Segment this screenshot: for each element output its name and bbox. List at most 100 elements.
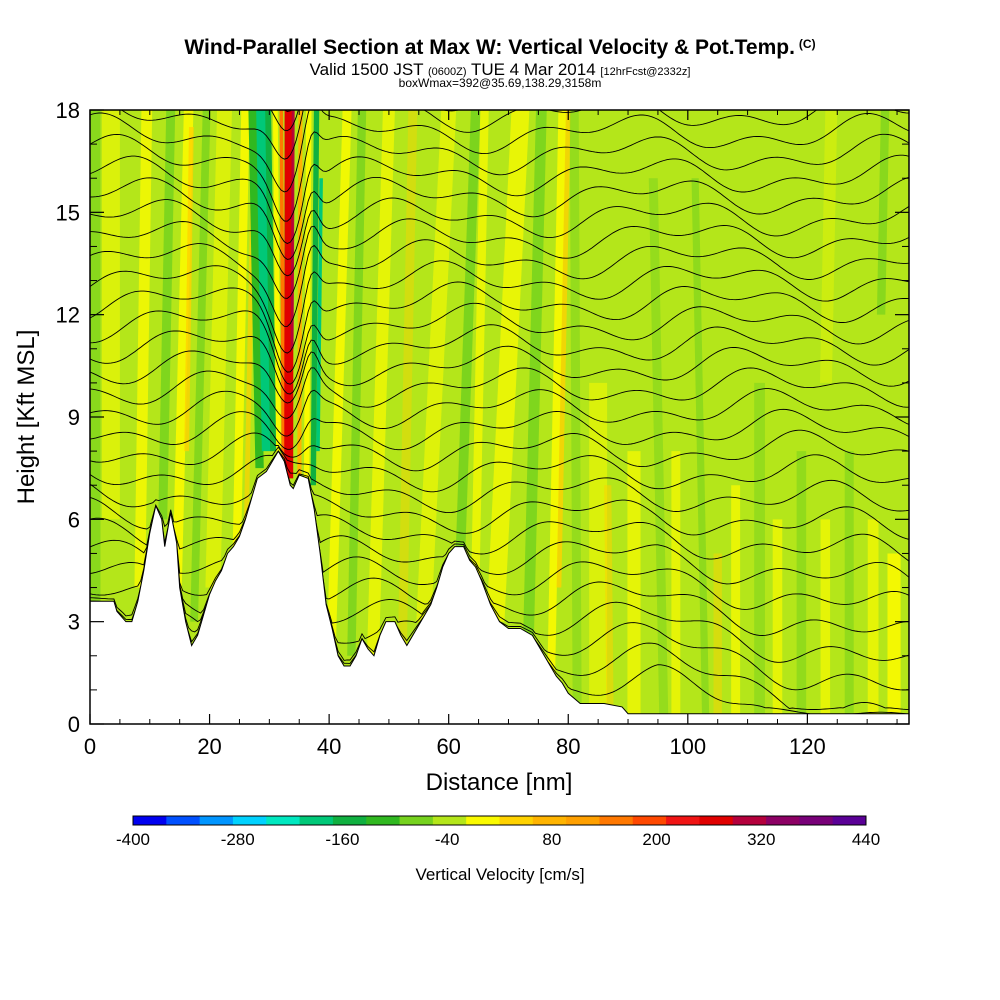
y-tick-label: 15 [56, 200, 80, 225]
colorbar-tick-label: 440 [852, 830, 880, 849]
velocity-band [876, 110, 890, 315]
y-tick-label: 12 [56, 303, 80, 328]
velocity-band [772, 519, 783, 714]
isentrope-line [90, 197, 909, 277]
isentrope-line [120, 110, 909, 160]
velocity-band [326, 110, 352, 656]
colorbar-swatch [166, 816, 201, 825]
y-axis-label: Height [Kft MSL] [13, 330, 40, 505]
velocity-band [297, 110, 303, 486]
colorbar-swatch [766, 816, 800, 825]
colorbar-tick-label: -40 [435, 830, 460, 849]
velocity-band [455, 110, 481, 554]
y-tick-label: 0 [68, 712, 80, 737]
colorbar-swatch [666, 816, 700, 825]
velocity-band [671, 451, 681, 714]
velocity-band [569, 110, 582, 707]
isentrope-line [90, 345, 909, 404]
velocity-band [303, 110, 312, 486]
velocity-band [523, 110, 547, 639]
velocity-band [867, 519, 879, 714]
velocity-band [134, 110, 153, 588]
velocity-band [796, 451, 807, 714]
x-tick-label: 40 [317, 734, 341, 759]
isentrope-line [90, 110, 909, 193]
chart-subtitle: Valid 1500 JST (0600Z) TUE 4 Mar 2014 [1… [0, 60, 1000, 80]
velocity-band [819, 110, 838, 383]
velocity-band [589, 382, 608, 707]
x-axis-label: Distance [nm] [426, 769, 573, 796]
velocity-band [310, 110, 320, 486]
velocity-band [158, 110, 176, 520]
x-tick-label: 20 [197, 734, 221, 759]
isentrope-line [90, 467, 909, 585]
colorbar-tick-label: 320 [747, 830, 775, 849]
chart-title-text: Wind-Parallel Section at Max W: Vertical… [184, 36, 795, 59]
x-tick-label: 100 [669, 734, 706, 759]
velocity-band [366, 110, 395, 656]
velocity-band [397, 110, 418, 656]
valid-utc: (0600Z) [428, 66, 467, 78]
colorbar-swatch [499, 816, 534, 825]
x-tick-label: 80 [556, 734, 580, 759]
forecast-info: [12hrFcst@2332z] [600, 66, 691, 78]
velocity-band [844, 451, 854, 714]
colorbar-tick-label: -280 [221, 830, 255, 849]
velocity-band [691, 178, 710, 714]
velocity-band [820, 519, 831, 714]
velocity-band [416, 110, 457, 622]
colorbar-swatch [399, 816, 434, 825]
colorbar-swatch [133, 816, 167, 825]
isentrope-line [90, 239, 909, 327]
colorbar-swatch [299, 816, 334, 825]
isentrope-line [90, 446, 909, 493]
colorbar-swatch [799, 816, 834, 825]
isentrope-line [90, 154, 909, 245]
copyright-mark: (C) [798, 37, 816, 51]
colorbar-tick-label: 200 [642, 830, 670, 849]
velocity-band [184, 127, 194, 452]
isentrope-line [90, 176, 909, 260]
x-tick-label: 0 [84, 734, 96, 759]
velocity-band [101, 110, 120, 520]
isentrope-line [90, 260, 909, 354]
colorbar-swatch [232, 816, 267, 825]
isentrope-line [90, 429, 909, 472]
valid-date: TUE 4 Mar 2014 [470, 60, 596, 79]
colorbar-swatch [699, 816, 734, 825]
y-tick-label: 6 [68, 507, 80, 532]
colorbar-swatch [266, 816, 301, 825]
isentrope-line [90, 281, 909, 373]
isentrope-line [90, 462, 909, 562]
velocity-band [232, 110, 250, 554]
colorbar-swatch [732, 816, 767, 825]
colorbar-frame [132, 815, 867, 826]
x-tick-label: 120 [789, 734, 826, 759]
colorbar-swatch [466, 816, 500, 825]
velocity-band [279, 110, 286, 458]
velocity-band [190, 110, 211, 622]
colorbar-tick-label: -160 [325, 830, 359, 849]
colorbar-swatch [599, 816, 634, 825]
velocity-band [486, 110, 530, 622]
y-tick-label: 3 [68, 610, 80, 635]
velocity-band [713, 553, 722, 714]
colorbar-swatch [366, 816, 401, 825]
colorbar-swatch [632, 816, 667, 825]
velocity-band [556, 110, 571, 588]
isentrope-line [90, 450, 909, 514]
colorbar-tick-label: 80 [542, 830, 561, 849]
velocity-band [316, 178, 323, 452]
colorbar-swatch [332, 816, 367, 825]
valid-prefix: Valid 1500 JST [309, 60, 424, 79]
isentrope-line [90, 367, 909, 419]
velocity-band [205, 110, 232, 588]
isentrope-line [90, 131, 909, 222]
velocity-band [648, 178, 669, 714]
velocity-band [284, 110, 294, 479]
chart-title: Wind-Parallel Section at Max W: Vertical… [0, 36, 1000, 60]
plot-area [90, 110, 909, 724]
isentrope-line [90, 218, 909, 299]
y-tick-label: 18 [56, 98, 80, 123]
isentrope-line [90, 324, 909, 395]
